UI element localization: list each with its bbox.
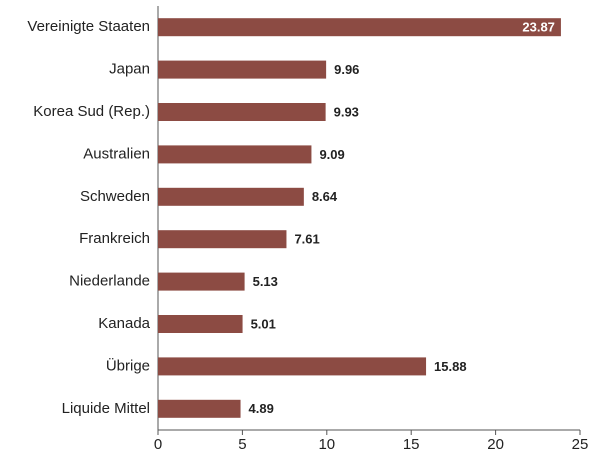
x-tick-label: 10 (318, 436, 335, 453)
bar (158, 18, 561, 37)
y-tick-label: Frankreich (79, 230, 150, 247)
value-label: 7.61 (294, 232, 319, 247)
y-tick-label: Australien (83, 145, 150, 162)
x-tick-label: 5 (238, 436, 246, 453)
bar (158, 272, 245, 291)
value-label: 5.13 (253, 274, 278, 289)
bar (158, 399, 241, 418)
bar (158, 60, 327, 79)
x-tick-label: 20 (487, 436, 504, 453)
x-tick-label: 25 (572, 436, 589, 453)
bar (158, 230, 287, 249)
x-tick-label: 15 (403, 436, 420, 453)
y-tick-label: Vereinigte Staaten (27, 18, 150, 35)
value-label: 4.89 (249, 401, 274, 416)
y-tick-label: Liquide Mittel (62, 400, 150, 417)
bar (158, 357, 427, 376)
value-label: 8.64 (312, 189, 338, 204)
y-tick-label: Schweden (80, 188, 150, 205)
value-label: 5.01 (251, 316, 276, 331)
x-tick-label: 0 (154, 436, 162, 453)
bar (158, 187, 304, 206)
value-label: 23.87 (522, 20, 555, 35)
y-tick-label: Übrige (106, 356, 150, 374)
y-tick-label: Japan (109, 61, 150, 78)
y-tick-label: Korea Sud (Rep.) (33, 103, 150, 120)
bar (158, 315, 243, 333)
y-tick-label: Kanada (98, 315, 150, 332)
value-label: 9.09 (319, 147, 344, 162)
value-label: 15.88 (434, 359, 467, 374)
y-tick-label: Niederlande (69, 273, 150, 290)
bar (158, 145, 312, 164)
value-label: 9.93 (334, 104, 359, 119)
value-label: 9.96 (334, 62, 359, 77)
bar (158, 103, 326, 121)
